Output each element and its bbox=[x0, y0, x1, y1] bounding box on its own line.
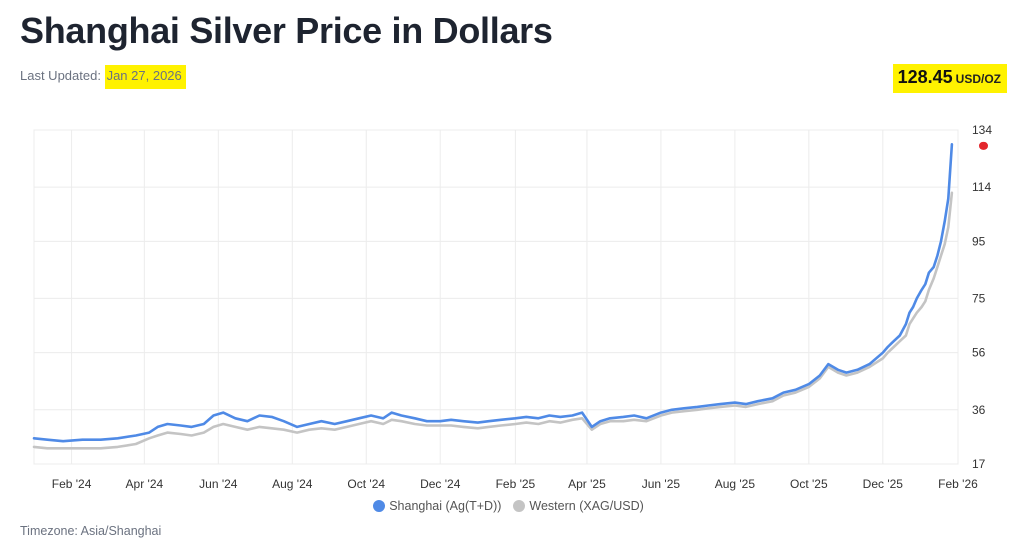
last-updated: Last Updated: Jan 27, 2026 bbox=[20, 65, 186, 89]
chart-legend: Shanghai (Ag(T+D)) Western (XAG/USD) bbox=[0, 499, 1017, 513]
x-tick-label: Aug '24 bbox=[272, 477, 313, 491]
x-tick-label: Feb '25 bbox=[496, 477, 536, 491]
current-price-unit: USD/OZ bbox=[955, 72, 1001, 86]
y-tick-label: 56 bbox=[972, 346, 986, 360]
legend-label-western: Western (XAG/USD) bbox=[529, 499, 644, 513]
timezone-label: Timezone: Asia/Shanghai bbox=[20, 524, 162, 538]
last-updated-date: Jan 27, 2026 bbox=[104, 65, 186, 89]
y-tick-label: 95 bbox=[972, 234, 986, 248]
x-tick-label: Feb '26 bbox=[938, 477, 978, 491]
current-price-value: 128.45 bbox=[897, 67, 953, 87]
page-title: Shanghai Silver Price in Dollars bbox=[20, 10, 553, 51]
current-price-badge: 128.45 USD/OZ bbox=[892, 64, 1007, 93]
y-tick-label: 36 bbox=[972, 403, 986, 417]
plot-frame bbox=[33, 129, 959, 465]
x-tick-label: Dec '24 bbox=[420, 477, 461, 491]
y-tick-label: 114 bbox=[972, 180, 991, 194]
axis-layer: 17 36 56 75 95 114 134 Feb '24 Apr '24 Jun '24 Aug… bbox=[52, 123, 993, 491]
x-tick-label: Apr '25 bbox=[568, 477, 606, 491]
y-tick-label: 134 bbox=[972, 123, 992, 137]
x-tick-label: Feb '24 bbox=[52, 477, 92, 491]
x-tick-label: Apr '24 bbox=[126, 477, 164, 491]
legend-label-shanghai: Shanghai (Ag(T+D)) bbox=[389, 499, 502, 513]
last-price-marker bbox=[979, 141, 988, 150]
series-line-western bbox=[32, 191, 954, 450]
legend-item-shanghai[interactable]: Shanghai (Ag(T+D)) bbox=[373, 499, 501, 513]
series-layer bbox=[32, 143, 954, 450]
series-line-shanghai bbox=[32, 143, 954, 443]
x-tick-label: Oct '25 bbox=[790, 477, 828, 491]
x-tick-label: Jun '25 bbox=[642, 477, 681, 491]
last-updated-label: Last Updated: bbox=[20, 68, 101, 83]
y-tick-label: 75 bbox=[972, 291, 986, 305]
legend-dot-western bbox=[513, 500, 526, 512]
x-tick-label: Aug '25 bbox=[715, 477, 756, 491]
x-tick-label: Jun '24 bbox=[199, 477, 238, 491]
grid-layer bbox=[33, 129, 959, 465]
x-tick-label: Dec '25 bbox=[863, 477, 904, 491]
legend-dot-shanghai bbox=[373, 500, 386, 512]
x-tick-label: Oct '24 bbox=[347, 477, 385, 491]
y-tick-label: 17 bbox=[972, 457, 986, 471]
legend-item-western[interactable]: Western (XAG/USD) bbox=[513, 499, 644, 513]
